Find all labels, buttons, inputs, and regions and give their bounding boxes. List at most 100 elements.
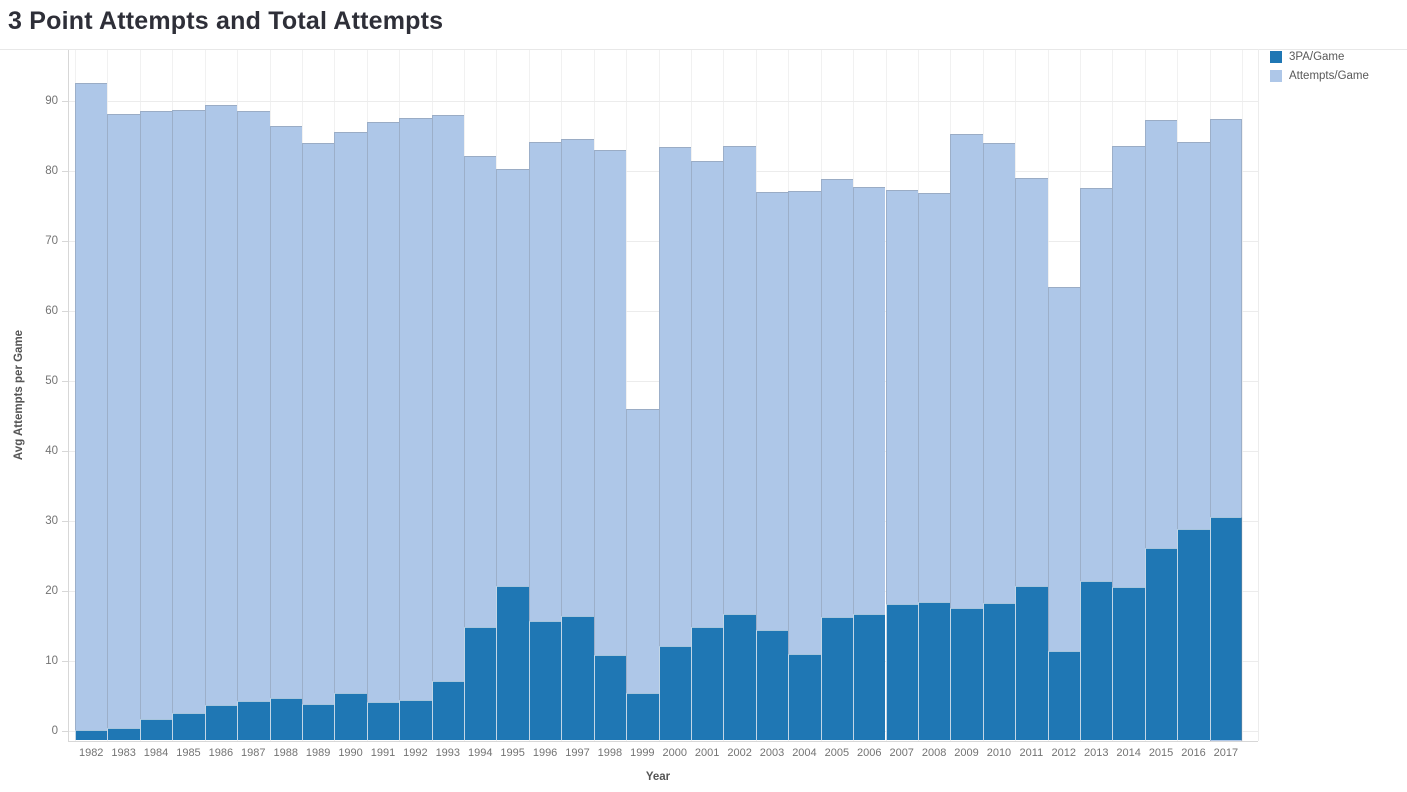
x-tick-label: 1996 xyxy=(532,747,558,759)
x-tick-label: 1983 xyxy=(111,747,136,759)
bar-3pa-per-game[interactable] xyxy=(755,629,789,741)
bar-3pa-per-game[interactable] xyxy=(431,680,465,741)
x-tick-label: 1991 xyxy=(370,747,396,759)
y-tick-mark xyxy=(62,381,68,383)
vertical-gridline xyxy=(626,50,628,741)
bar-attempts-per-game[interactable] xyxy=(107,114,140,741)
legend-divider xyxy=(1258,49,1259,741)
bar-3pa-per-game[interactable] xyxy=(1209,516,1243,741)
y-tick-label: 50 xyxy=(45,375,58,388)
bar-3pa-per-game[interactable] xyxy=(1144,547,1178,741)
legend-item-3pa[interactable]: 3PA/Game xyxy=(1270,51,1369,63)
bar-3pa-per-game[interactable] xyxy=(1177,528,1210,741)
x-tick-label: 2011 xyxy=(1019,747,1044,759)
bar-3pa-per-game[interactable] xyxy=(982,602,1016,741)
x-tick-label: 1988 xyxy=(273,747,298,759)
y-tick-label: 10 xyxy=(45,655,58,668)
x-tick-label: 2017 xyxy=(1213,747,1239,759)
bar-3pa-per-game[interactable] xyxy=(950,607,983,741)
x-tick-label: 2015 xyxy=(1148,747,1174,759)
bar-3pa-per-game[interactable] xyxy=(626,692,659,741)
y-tick-mark xyxy=(62,171,68,173)
y-axis-title: Avg Attempts per Game xyxy=(13,329,25,461)
bar-3pa-per-game[interactable] xyxy=(496,586,529,741)
bar-3pa-per-game[interactable] xyxy=(334,692,367,741)
bar-3pa-per-game[interactable] xyxy=(917,602,951,741)
x-tick-label: 2005 xyxy=(824,747,850,759)
bar-3pa-per-game[interactable] xyxy=(1112,586,1145,741)
y-tick-mark xyxy=(62,241,68,243)
y-tick-label: 70 xyxy=(45,235,58,248)
bar-3pa-per-game[interactable] xyxy=(690,627,724,741)
bar-3pa-per-game[interactable] xyxy=(204,705,238,741)
bar-3pa-per-game[interactable] xyxy=(366,701,400,741)
x-tick-label: 1992 xyxy=(403,747,428,759)
bar-3pa-per-game[interactable] xyxy=(464,627,497,741)
x-tick-label: 1985 xyxy=(176,747,201,759)
bar-3pa-per-game[interactable] xyxy=(172,712,205,741)
x-tick-label: 1999 xyxy=(630,747,655,759)
bar-attempts-per-game[interactable] xyxy=(431,114,465,741)
y-axis-line xyxy=(68,50,69,741)
x-tick-label: 2013 xyxy=(1083,747,1109,759)
bar-3pa-per-game[interactable] xyxy=(75,729,108,741)
x-tick-label: 2002 xyxy=(727,747,752,759)
x-tick-label: 2014 xyxy=(1116,747,1141,759)
bar-3pa-per-game[interactable] xyxy=(853,614,886,741)
bar-3pa-per-game[interactable] xyxy=(269,698,302,741)
bar-3pa-per-game[interactable] xyxy=(788,654,821,741)
x-tick-label: 1998 xyxy=(597,747,623,759)
x-axis-title: Year xyxy=(645,771,671,783)
bar-attempts-per-game[interactable] xyxy=(204,104,238,741)
bar-attempts-per-game[interactable] xyxy=(658,146,691,741)
y-tick-label: 40 xyxy=(45,445,58,458)
y-tick-mark xyxy=(62,101,68,103)
y-tick-label: 0 xyxy=(51,725,58,737)
x-tick-label: 1984 xyxy=(143,747,169,759)
bar-3pa-per-game[interactable] xyxy=(107,728,140,741)
legend-item-attempts[interactable]: Attempts/Game xyxy=(1270,70,1369,82)
bar-attempts-per-game[interactable] xyxy=(334,132,367,741)
bar-attempts-per-game[interactable] xyxy=(139,111,173,741)
bar-attempts-per-game[interactable] xyxy=(237,110,270,741)
bar-attempts-per-game[interactable] xyxy=(301,142,335,741)
legend-swatch-3pa xyxy=(1270,51,1282,63)
bar-3pa-per-game[interactable] xyxy=(1015,585,1048,741)
bar-3pa-per-game[interactable] xyxy=(593,654,627,741)
bar-attempts-per-game[interactable] xyxy=(269,125,302,741)
chart-title: 3 Point Attempts and Total Attempts xyxy=(8,7,444,35)
bar-3pa-per-game[interactable] xyxy=(561,616,594,741)
bar-3pa-per-game[interactable] xyxy=(237,700,270,741)
bar-attempts-per-game[interactable] xyxy=(366,121,400,741)
x-tick-label: 2012 xyxy=(1051,747,1077,759)
bar-attempts-per-game[interactable] xyxy=(75,83,108,741)
bar-attempts-per-game[interactable] xyxy=(593,149,627,741)
bar-3pa-per-game[interactable] xyxy=(301,703,335,741)
y-tick-mark xyxy=(62,451,68,453)
bar-attempts-per-game[interactable] xyxy=(788,190,821,741)
bar-3pa-per-game[interactable] xyxy=(399,699,432,741)
y-tick-label: 30 xyxy=(45,515,58,528)
bar-3pa-per-game[interactable] xyxy=(820,616,854,741)
x-tick-label: 2010 xyxy=(986,747,1012,759)
bar-3pa-per-game[interactable] xyxy=(139,719,173,741)
x-tick-label: 1987 xyxy=(241,747,266,759)
bar-3pa-per-game[interactable] xyxy=(658,646,691,741)
x-tick-label: 1990 xyxy=(338,747,363,759)
bar-3pa-per-game[interactable] xyxy=(723,614,756,741)
bar-3pa-per-game[interactable] xyxy=(1080,581,1113,741)
y-tick-mark xyxy=(62,591,68,593)
legend: 3PA/Game Attempts/Game xyxy=(1270,51,1369,89)
bar-attempts-per-game[interactable] xyxy=(172,109,205,741)
legend-swatch-attempts xyxy=(1270,70,1282,82)
bar-attempts-per-game[interactable] xyxy=(626,409,659,741)
bar-3pa-per-game[interactable] xyxy=(1047,650,1080,741)
x-tick-label: 1993 xyxy=(435,747,461,759)
bar-attempts-per-game[interactable] xyxy=(399,117,432,741)
bar-3pa-per-game[interactable] xyxy=(528,621,562,741)
legend-label-3pa: 3PA/Game xyxy=(1289,51,1345,63)
bar-3pa-per-game[interactable] xyxy=(885,603,918,741)
x-tick-label: 2003 xyxy=(759,747,785,759)
x-tick-label: 2006 xyxy=(857,747,882,759)
